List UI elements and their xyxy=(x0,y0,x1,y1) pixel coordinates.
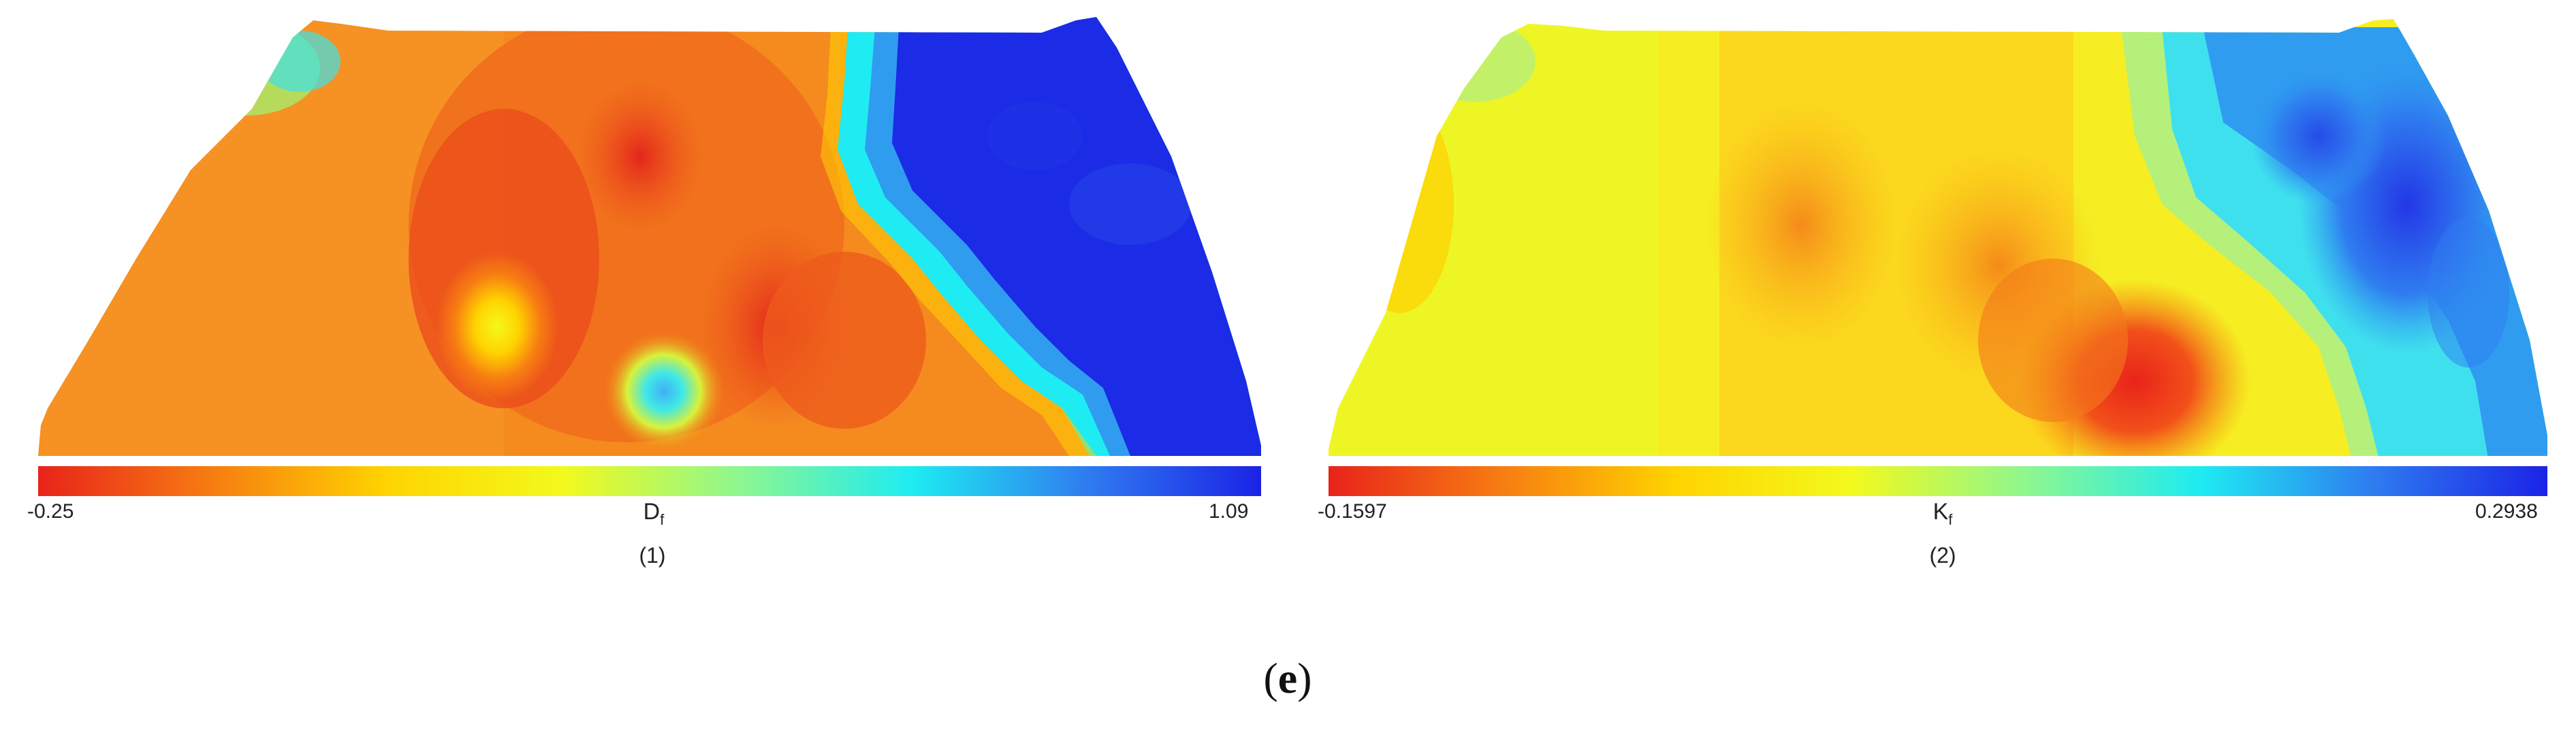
caption-close-paren: ) xyxy=(1297,654,1312,702)
variable-symbol: D xyxy=(643,499,661,525)
colorbar-max-label: 1.09 xyxy=(1209,500,1249,523)
colorbar-min-label: -0.25 xyxy=(27,500,74,523)
variable-subscript: f xyxy=(660,510,665,528)
panel-df-map: -0.25 1.09 Df (1) xyxy=(27,0,1267,585)
figure-caption: (e) xyxy=(1263,653,1311,704)
df-contour-map xyxy=(38,17,1261,456)
colorbar-min-label: -0.1597 xyxy=(1318,500,1387,523)
variable-label: Kf xyxy=(1933,499,1953,529)
colorbar-max-label: 0.2938 xyxy=(2475,500,2538,523)
panel-index-label: (2) xyxy=(1929,543,1956,568)
kf-contour-map xyxy=(1329,19,2547,456)
panel-kf-map: -0.1597 0.2938 Kf (2) xyxy=(1318,0,2550,585)
caption-open-paren: ( xyxy=(1263,654,1278,702)
variable-subscript: f xyxy=(1948,510,1953,528)
variable-label: Df xyxy=(643,499,665,529)
colorbar-df xyxy=(38,466,1261,496)
caption-letter: e xyxy=(1277,654,1298,702)
colorbar-kf xyxy=(1329,466,2547,496)
variable-symbol: K xyxy=(1933,499,1949,525)
panel-index-label: (1) xyxy=(639,543,666,568)
